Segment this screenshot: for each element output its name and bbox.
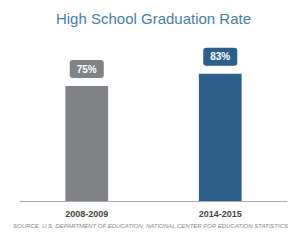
svg-text:2014-2015: 2014-2015 — [199, 209, 242, 219]
svg-text:75%: 75% — [77, 64, 97, 75]
svg-text:2008-2009: 2008-2009 — [65, 209, 108, 219]
svg-text:High School Graduation Rate: High School Graduation Rate — [56, 10, 251, 27]
svg-text:SOURCE: U.S. DEPARTMENT OF EDU: SOURCE: U.S. DEPARTMENT OF EDUCATION; NA… — [13, 223, 288, 229]
svg-text:83%: 83% — [210, 51, 230, 62]
